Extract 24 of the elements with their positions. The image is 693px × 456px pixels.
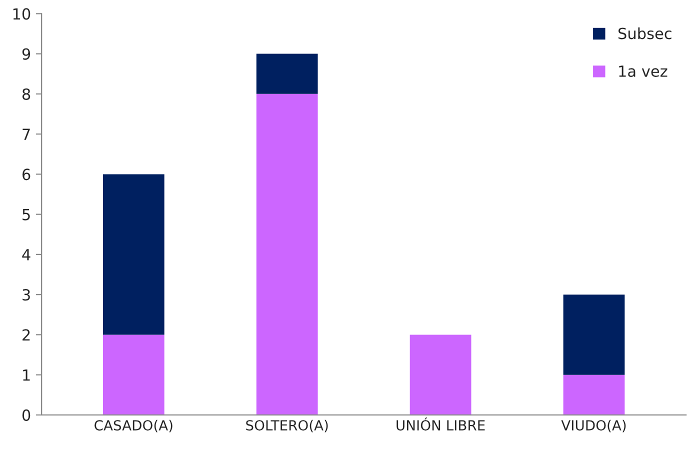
x-tick-label: SOLTERO(A) xyxy=(246,420,328,432)
y-tick-label: 7 xyxy=(22,128,30,140)
y-tick-label: 2 xyxy=(22,329,30,341)
bar xyxy=(102,334,164,415)
y-tick-label: 5 xyxy=(22,208,30,220)
x-tick-label: CASADO(A) xyxy=(94,420,172,432)
legend-label: 1a vez xyxy=(619,66,668,77)
x-tick-label: VIUDO(A) xyxy=(561,420,626,432)
y-tick-label: 6 xyxy=(22,168,30,180)
bar xyxy=(410,334,472,415)
y-tick-label: 3 xyxy=(22,289,30,301)
bar xyxy=(256,54,318,94)
bar xyxy=(256,94,318,415)
bar xyxy=(102,174,164,335)
legend-label: Subsec xyxy=(618,27,672,40)
y-tick-label: 9 xyxy=(22,48,30,60)
bar xyxy=(563,374,625,415)
bar xyxy=(563,294,625,375)
y-tick-label: 0 xyxy=(22,409,30,421)
y-tick-label: 10 xyxy=(13,8,30,20)
x-tick-label: UNIÓN LIBRE xyxy=(396,418,485,431)
y-tick-label: 1 xyxy=(23,370,30,381)
y-tick-label: 8 xyxy=(22,88,30,100)
y-tick-label: 4 xyxy=(22,249,30,260)
